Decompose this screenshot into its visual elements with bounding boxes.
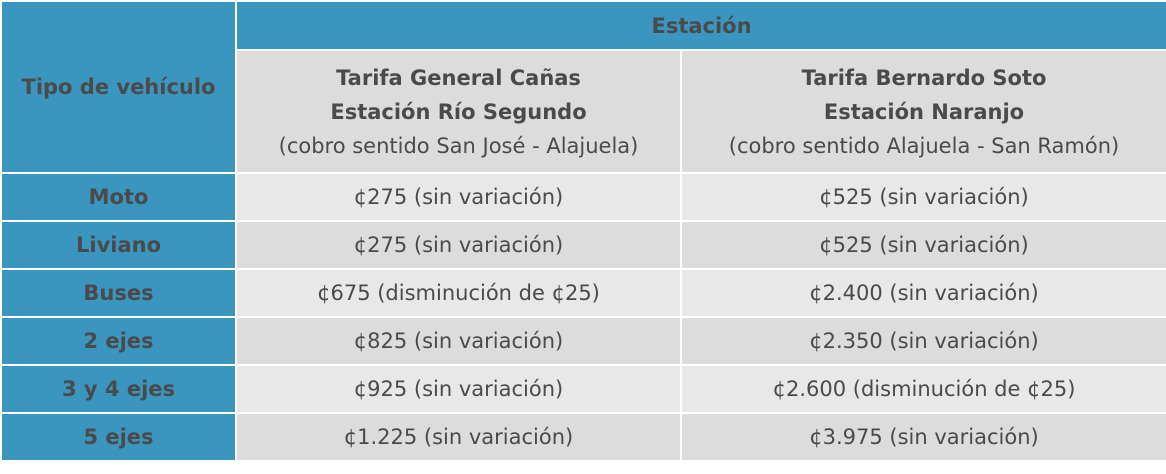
table-row: Moto ¢275 (sin variación) ¢525 (sin vari… (0, 172, 1166, 222)
vehicle-type-header: Tipo de vehículo (0, 0, 237, 174)
table-row: 3 y 4 ejes ¢925 (sin variación) ¢2.600 (… (0, 364, 1166, 414)
table-row: 2 ejes ¢825 (sin variación) ¢2.350 (sin … (0, 316, 1166, 366)
station-b-fare-cell: ¢3.975 (sin variación) (679, 412, 1166, 462)
vehicle-type-cell: Moto (0, 172, 237, 222)
station-a-fare-cell: ¢675 (disminución de ¢25) (235, 268, 682, 318)
vehicle-type-cell: 2 ejes (0, 316, 237, 366)
vehicle-type-header-label: Tipo de vehículo (21, 75, 216, 99)
vehicle-type-cell: 3 y 4 ejes (0, 364, 237, 414)
station-a-fare-name: Tarifa General Cañas (336, 65, 581, 90)
table-row: Liviano ¢275 (sin variación) ¢525 (sin v… (0, 220, 1166, 270)
station-b-fare-cell: ¢525 (sin variación) (679, 220, 1166, 270)
station-a-direction: (cobro sentido San José - Alajuela) (278, 133, 639, 158)
station-a-fare-cell: ¢1.225 (sin variación) (235, 412, 682, 462)
station-b-header: Tarifa Bernardo Soto Estación Naranjo (c… (679, 49, 1166, 174)
table-row: 5 ejes ¢1.225 (sin variación) ¢3.975 (si… (0, 412, 1166, 462)
vehicle-type-cell: Buses (0, 268, 237, 318)
station-a-fare-cell: ¢825 (sin variación) (235, 316, 682, 366)
station-b-fare-cell: ¢525 (sin variación) (679, 172, 1166, 222)
station-a-station-name: Estación Río Segundo (330, 99, 587, 124)
station-b-fare-name: Tarifa Bernardo Soto (801, 65, 1047, 90)
station-b-fare-cell: ¢2.600 (disminución de ¢25) (679, 364, 1166, 414)
station-a-fare-cell: ¢275 (sin variación) (235, 220, 682, 270)
station-a-header: Tarifa General Cañas Estación Río Segund… (235, 49, 682, 174)
station-b-station-name: Estación Naranjo (823, 99, 1025, 124)
station-b-direction: (cobro sentido Alajuela - San Ramón) (728, 133, 1120, 158)
vehicle-type-cell: Liviano (0, 220, 237, 270)
station-a-fare-cell: ¢925 (sin variación) (235, 364, 682, 414)
station-a-fare-cell: ¢275 (sin variación) (235, 172, 682, 222)
station-b-fare-cell: ¢2.350 (sin variación) (679, 316, 1166, 366)
vehicle-type-cell: 5 ejes (0, 412, 237, 462)
station-header-label: Estación (651, 13, 752, 38)
station-header: Estación (234, 0, 1166, 51)
station-b-fare-cell: ¢2.400 (sin variación) (679, 268, 1166, 318)
toll-fares-table: Tipo de vehículo Estación Tarifa General… (0, 0, 1166, 462)
table-row: Buses ¢675 (disminución de ¢25) ¢2.400 (… (0, 268, 1166, 318)
